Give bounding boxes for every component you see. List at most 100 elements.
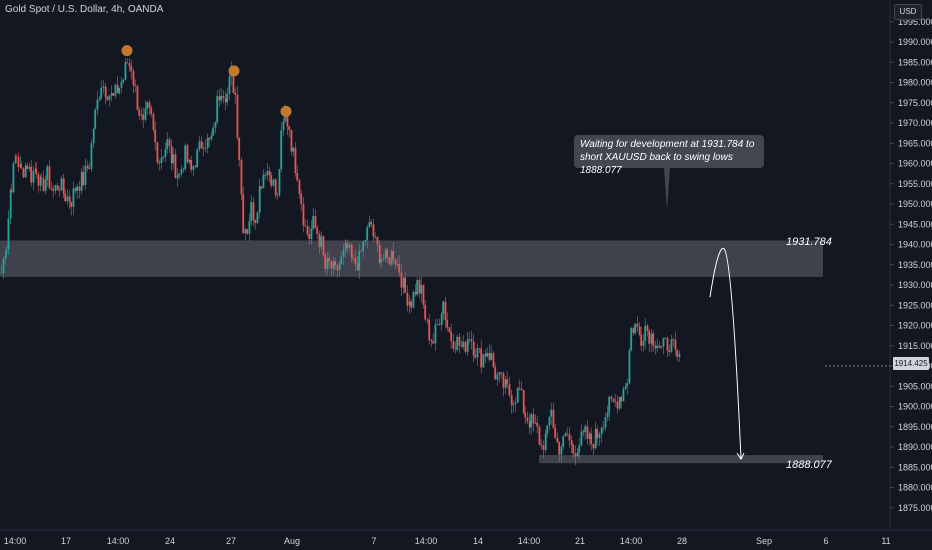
candle-body	[450, 332, 453, 342]
annotation-line-1: Waiting for development at 1931.784 to	[580, 139, 755, 150]
candle-body	[340, 256, 343, 264]
candle-body	[448, 327, 451, 333]
price-tick-label: 1920.000	[898, 321, 932, 331]
candle-body	[492, 353, 495, 368]
time-axis[interactable]: 14:00 17 14:00 24 27 Aug 7 14:00 14 14:00 21 14:00 2…	[4, 536, 891, 546]
candle-body	[214, 122, 217, 128]
candle-body	[494, 367, 497, 380]
currency-button[interactable]: USD	[894, 4, 922, 20]
time-tick-label: 14:00	[4, 536, 27, 546]
candle-body	[610, 396, 613, 399]
candle-body	[246, 229, 249, 234]
candle-body	[196, 149, 199, 168]
candle-body	[662, 338, 665, 347]
candle-body	[364, 239, 367, 242]
candle-body	[672, 339, 675, 341]
candle-body	[478, 348, 481, 350]
candle-body	[220, 95, 223, 101]
candle-body	[582, 431, 585, 433]
time-tick-label: Aug	[284, 536, 300, 546]
candle-body	[272, 179, 275, 186]
candle-body	[128, 63, 131, 66]
candle-body	[318, 233, 321, 247]
candle-body	[648, 330, 651, 344]
candle-body	[468, 339, 471, 341]
candle-body	[66, 196, 69, 202]
candle-body	[172, 154, 175, 164]
candle-body	[312, 216, 315, 229]
candle-body	[280, 130, 283, 170]
candle-body	[574, 453, 577, 457]
candle-body	[506, 379, 509, 385]
candle-body	[154, 129, 157, 143]
candle-body	[652, 333, 655, 346]
candle-body	[52, 189, 55, 191]
candle-body	[114, 84, 117, 96]
candle-body	[536, 422, 539, 427]
candle-body	[592, 444, 595, 449]
price-tick-label: 1970.000	[898, 118, 932, 128]
candle-body	[604, 417, 607, 428]
candle-body	[140, 114, 143, 116]
support-zone[interactable]	[539, 455, 823, 464]
candle-body	[168, 139, 171, 147]
candle-body	[460, 345, 463, 347]
candle-body	[394, 259, 397, 265]
candle-body	[386, 249, 389, 258]
price-tick-label: 1885.000	[898, 462, 932, 472]
candle-body	[328, 258, 331, 262]
candle-body	[150, 108, 153, 114]
candle-body	[584, 426, 587, 432]
candle-body	[278, 169, 281, 196]
candle-body	[658, 345, 661, 348]
candle-body	[548, 416, 551, 426]
candle-body	[554, 428, 557, 438]
price-tick-label: 1875.000	[898, 503, 932, 513]
candle-body	[288, 126, 291, 130]
candle-body	[248, 221, 251, 234]
price-tick-label: 1945.000	[898, 219, 932, 229]
candle-body	[146, 102, 149, 109]
price-tick-label: 1895.000	[898, 422, 932, 432]
candle-body	[40, 176, 43, 179]
candle-body	[612, 398, 615, 402]
candle-body	[310, 228, 313, 239]
candle-body	[224, 98, 227, 103]
candle-body	[46, 166, 49, 180]
candle-body	[366, 227, 369, 240]
candle-body	[504, 379, 507, 388]
candle-body	[632, 328, 635, 334]
candle-body	[236, 94, 239, 138]
candle-body	[276, 194, 279, 196]
candle-body	[440, 314, 443, 325]
candle-body	[600, 427, 603, 434]
resistance-zone[interactable]	[0, 240, 823, 277]
candle-body	[156, 142, 159, 162]
candle-body	[438, 324, 441, 325]
symbol-title[interactable]: Gold Spot / U.S. Dollar, 4h, OANDA	[5, 4, 164, 15]
candle-body	[646, 325, 649, 331]
candle-body	[252, 202, 255, 220]
candle-body	[98, 97, 101, 100]
candle-body	[552, 409, 555, 429]
candle-body	[10, 189, 13, 193]
candle-body	[240, 159, 243, 195]
annotation-callout[interactable]: Waiting for development at 1931.784 to s…	[574, 135, 764, 176]
candle-body	[176, 175, 179, 179]
candle-body	[12, 163, 15, 193]
candle-body	[480, 348, 483, 368]
candle-body	[302, 203, 305, 226]
candle-body	[170, 146, 173, 164]
candle-body	[620, 397, 623, 402]
candle-body	[436, 324, 439, 325]
candle-body	[322, 236, 325, 255]
price-tick-label: 1890.000	[898, 442, 932, 452]
candle-body	[560, 446, 563, 455]
candle-body	[338, 263, 341, 271]
candle-body	[656, 345, 659, 349]
candle-body	[254, 219, 257, 223]
candle-body	[274, 179, 277, 195]
candle-body	[26, 165, 29, 169]
candle-body	[358, 251, 361, 271]
